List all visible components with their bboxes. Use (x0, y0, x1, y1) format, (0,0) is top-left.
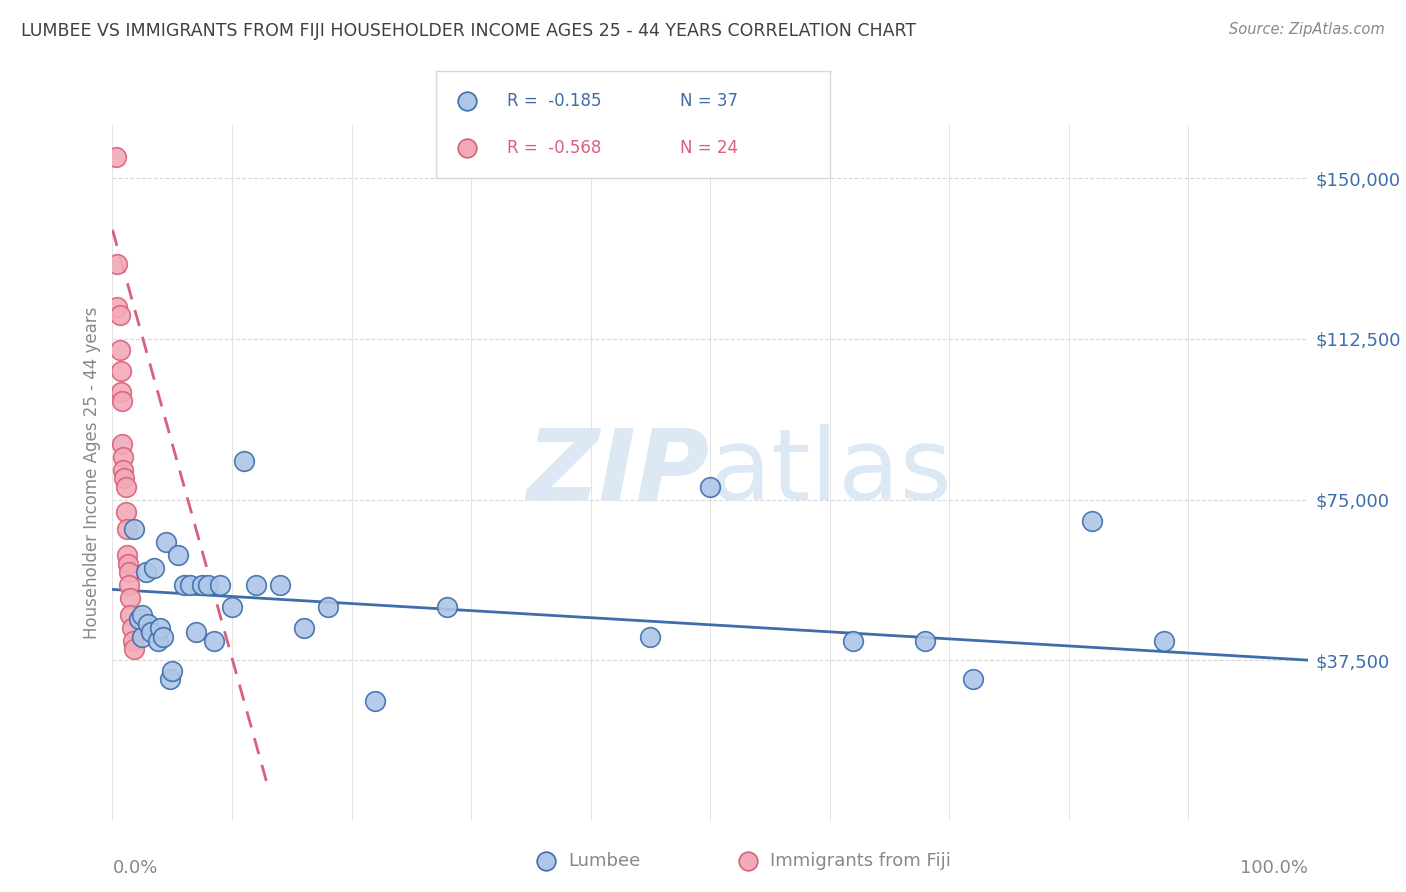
Point (149, 621, 172, 635)
Text: R =  -0.568: R = -0.568 (506, 139, 602, 157)
Point (737, 854, 759, 868)
Point (962, 673, 984, 687)
Point (128, 612, 150, 626)
Point (364, 694, 387, 708)
Point (118, 578, 141, 592)
Point (117, 557, 139, 571)
Point (221, 599, 243, 614)
Point (179, 578, 201, 592)
Point (914, 633, 936, 648)
Text: Immigrants from Fiji: Immigrants from Fiji (770, 852, 952, 870)
Point (115, 548, 138, 562)
Point (202, 633, 225, 648)
Point (186, 625, 208, 640)
Point (118, 566, 141, 580)
Text: atlas: atlas (710, 425, 952, 521)
Point (114, 505, 136, 519)
Point (105, 150, 128, 164)
Text: ZIP: ZIP (527, 425, 710, 521)
Point (110, 385, 132, 400)
Point (152, 630, 174, 644)
Point (111, 394, 134, 409)
Point (146, 633, 169, 648)
Point (108, 309, 131, 323)
Point (436, 599, 458, 614)
Point (121, 633, 143, 648)
Point (114, 480, 136, 494)
Point (162, 664, 183, 678)
Point (108, 343, 131, 357)
Point (111, 437, 134, 451)
Point (842, 633, 865, 648)
Point (245, 578, 267, 592)
Point (167, 548, 190, 562)
Text: 100.0%: 100.0% (1240, 859, 1308, 877)
Point (135, 566, 157, 580)
Y-axis label: Householder Income Ages 25 - 44 years: Householder Income Ages 25 - 44 years (83, 307, 101, 639)
Text: R =  -0.185: R = -0.185 (506, 93, 602, 111)
Point (131, 608, 153, 623)
Point (114, 471, 135, 485)
Text: Source: ZipAtlas.com: Source: ZipAtlas.com (1229, 22, 1385, 37)
Text: 0.0%: 0.0% (112, 859, 157, 877)
Point (456, 141, 478, 155)
Point (232, 454, 256, 468)
Point (121, 621, 143, 635)
Point (115, 523, 138, 537)
Point (638, 630, 662, 644)
Point (143, 561, 166, 575)
Point (292, 621, 315, 635)
Point (1081, 514, 1104, 528)
Point (269, 578, 291, 592)
Point (122, 523, 145, 537)
Point (159, 673, 181, 687)
Point (105, 300, 128, 314)
Point (316, 599, 339, 614)
Point (110, 364, 132, 378)
Point (191, 578, 214, 592)
Text: Lumbee: Lumbee (568, 852, 640, 870)
Point (120, 591, 142, 605)
Point (131, 630, 153, 644)
Point (120, 608, 142, 623)
Point (112, 462, 135, 476)
Point (138, 616, 160, 631)
Point (197, 578, 219, 592)
Point (699, 480, 721, 494)
Text: N = 37: N = 37 (681, 93, 738, 111)
Text: N = 24: N = 24 (681, 139, 738, 157)
Text: LUMBEE VS IMMIGRANTS FROM FIJI HOUSEHOLDER INCOME AGES 25 - 44 YEARS CORRELATION: LUMBEE VS IMMIGRANTS FROM FIJI HOUSEHOLD… (21, 22, 917, 40)
Point (456, 95, 478, 109)
Point (173, 578, 195, 592)
Point (534, 854, 557, 868)
Point (139, 625, 162, 640)
Point (208, 578, 231, 592)
Point (112, 450, 135, 464)
Point (1153, 633, 1175, 648)
Point (105, 257, 128, 271)
Point (122, 642, 145, 657)
Point (155, 535, 177, 549)
